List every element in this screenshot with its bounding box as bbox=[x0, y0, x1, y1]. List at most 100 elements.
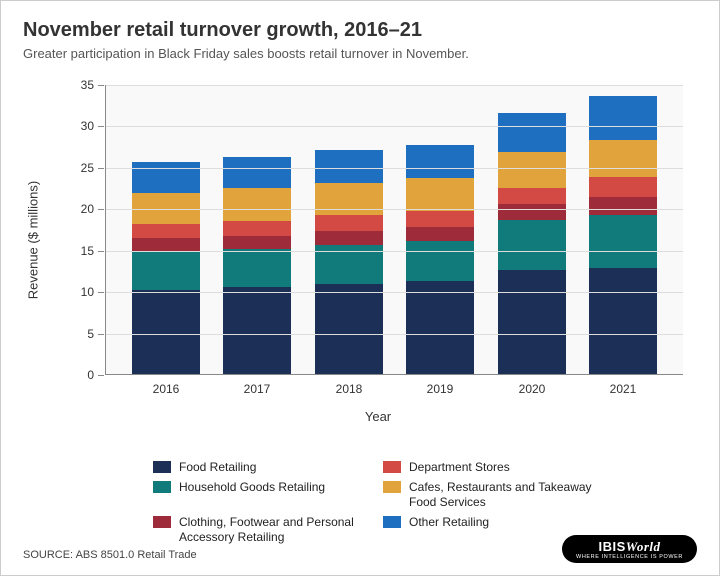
bar-segment bbox=[132, 251, 200, 290]
y-tick bbox=[98, 292, 104, 293]
legend-label: Household Goods Retailing bbox=[179, 480, 325, 494]
grid-line bbox=[106, 85, 683, 86]
bar-column bbox=[406, 145, 474, 374]
legend-item: Clothing, Footwear and Personal Accessor… bbox=[153, 515, 363, 544]
bar-column bbox=[315, 150, 383, 374]
logo-suffix: World bbox=[626, 539, 661, 554]
legend-label: Department Stores bbox=[409, 460, 510, 474]
bar-segment bbox=[406, 281, 474, 374]
y-tick-label: 10 bbox=[81, 285, 94, 299]
y-tick-label: 15 bbox=[81, 244, 94, 258]
x-tick-label: 2019 bbox=[427, 382, 454, 396]
y-tick bbox=[98, 375, 104, 376]
y-tick-label: 0 bbox=[87, 368, 94, 382]
bar-segment bbox=[589, 197, 657, 215]
bar-segment bbox=[223, 236, 291, 249]
bar-segment bbox=[132, 290, 200, 375]
bar-segment bbox=[406, 227, 474, 242]
chart-container: November retail turnover growth, 2016–21… bbox=[0, 0, 720, 576]
source-text: SOURCE: ABS 8501.0 Retail Trade bbox=[23, 549, 197, 561]
bar-segment bbox=[589, 268, 657, 374]
bar-segment bbox=[589, 96, 657, 140]
bar-segment bbox=[406, 145, 474, 178]
grid-line bbox=[106, 251, 683, 252]
legend-label: Other Retailing bbox=[409, 515, 489, 529]
bar-segment bbox=[223, 188, 291, 220]
bar-segment bbox=[498, 204, 566, 220]
bars-group bbox=[106, 85, 683, 374]
chart-area: Revenue ($ millions) 0510152025303520162… bbox=[63, 75, 693, 405]
bar-segment bbox=[223, 157, 291, 188]
x-axis-label: Year bbox=[63, 409, 693, 424]
logo-prefix: IBIS bbox=[598, 539, 625, 554]
legend-item: Other Retailing bbox=[383, 515, 593, 544]
bar-column bbox=[132, 162, 200, 374]
x-tick-label: 2020 bbox=[519, 382, 546, 396]
bar-segment bbox=[223, 287, 291, 374]
bar-segment bbox=[498, 152, 566, 188]
legend-swatch bbox=[383, 481, 401, 493]
y-tick bbox=[98, 334, 104, 335]
legend-item: Household Goods Retailing bbox=[153, 480, 363, 509]
y-tick-label: 20 bbox=[81, 202, 94, 216]
bar-segment bbox=[132, 224, 200, 238]
legend-swatch bbox=[153, 481, 171, 493]
x-tick-label: 2018 bbox=[336, 382, 363, 396]
bar-segment bbox=[406, 241, 474, 281]
y-tick-label: 30 bbox=[81, 119, 94, 133]
legend-swatch bbox=[153, 516, 171, 528]
legend-item: Department Stores bbox=[383, 460, 593, 474]
bar-segment bbox=[498, 220, 566, 270]
legend-label: Clothing, Footwear and Personal Accessor… bbox=[179, 515, 363, 544]
bar-segment bbox=[406, 211, 474, 227]
x-tick-label: 2017 bbox=[244, 382, 271, 396]
legend: Food Retailing Department Stores Household… bbox=[153, 460, 697, 544]
grid-line bbox=[106, 334, 683, 335]
bar-segment bbox=[315, 284, 383, 374]
bar-column bbox=[223, 157, 291, 374]
grid-line bbox=[106, 126, 683, 127]
plot-region: 05101520253035201620172018201920202021 bbox=[105, 85, 683, 375]
bar-segment bbox=[498, 113, 566, 152]
y-tick-label: 25 bbox=[81, 161, 94, 175]
chart-subtitle: Greater participation in Black Friday sa… bbox=[23, 46, 697, 61]
bar-column bbox=[498, 113, 566, 374]
bar-segment bbox=[498, 270, 566, 374]
bar-segment bbox=[315, 231, 383, 245]
bar-segment bbox=[223, 221, 291, 236]
legend-item: Cafes, Restaurants and Takeaway Food Ser… bbox=[383, 480, 593, 509]
bar-segment bbox=[223, 249, 291, 287]
x-tick-label: 2021 bbox=[610, 382, 637, 396]
y-tick bbox=[98, 209, 104, 210]
bar-segment bbox=[406, 178, 474, 211]
logo-tagline: WHERE INTELLIGENCE IS POWER bbox=[576, 554, 683, 560]
bar-segment bbox=[498, 188, 566, 205]
bar-segment bbox=[315, 150, 383, 182]
logo-main: IBISWorld bbox=[576, 539, 683, 555]
x-tick-label: 2016 bbox=[153, 382, 180, 396]
y-tick bbox=[98, 251, 104, 252]
grid-line bbox=[106, 209, 683, 210]
chart-title: November retail turnover growth, 2016–21 bbox=[23, 19, 697, 42]
legend-swatch bbox=[383, 516, 401, 528]
grid-line bbox=[106, 168, 683, 169]
ibisworld-logo: IBISWorld WHERE INTELLIGENCE IS POWER bbox=[562, 535, 697, 563]
y-tick bbox=[98, 85, 104, 86]
y-tick bbox=[98, 126, 104, 127]
legend-item: Food Retailing bbox=[153, 460, 363, 474]
y-tick-label: 35 bbox=[81, 78, 94, 92]
bar-segment bbox=[132, 162, 200, 193]
grid-line bbox=[106, 292, 683, 293]
bar-segment bbox=[589, 140, 657, 176]
y-tick bbox=[98, 168, 104, 169]
legend-swatch bbox=[153, 461, 171, 473]
y-tick-label: 5 bbox=[87, 327, 94, 341]
legend-label: Cafes, Restaurants and Takeaway Food Ser… bbox=[409, 480, 593, 509]
legend-label: Food Retailing bbox=[179, 460, 256, 474]
legend-swatch bbox=[383, 461, 401, 473]
bar-segment bbox=[315, 215, 383, 231]
bar-column bbox=[589, 96, 657, 374]
bar-segment bbox=[132, 238, 200, 250]
bar-segment bbox=[589, 177, 657, 197]
bar-segment bbox=[589, 215, 657, 268]
